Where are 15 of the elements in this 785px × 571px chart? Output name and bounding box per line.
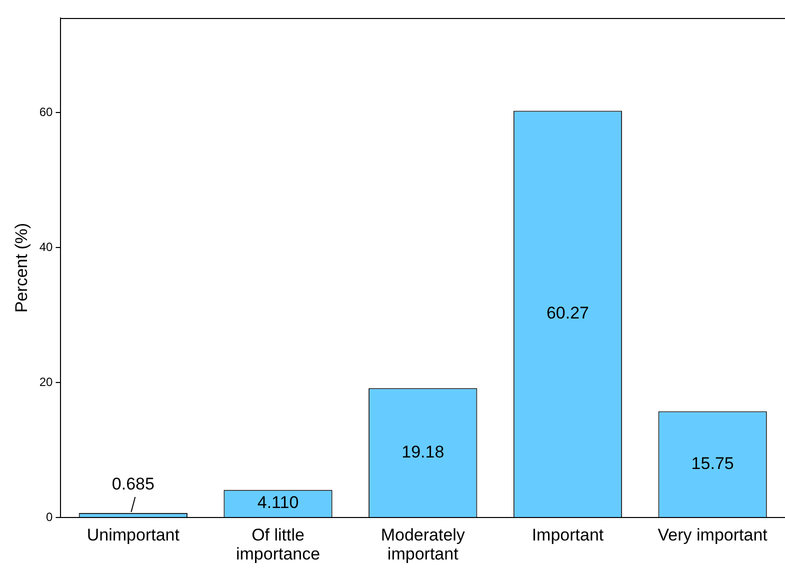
data-label: 15.75 <box>691 454 734 473</box>
y-axis-title: Percent (%) <box>12 222 31 313</box>
x-tick-label: Of little importance <box>236 526 320 564</box>
data-label: 0.685 <box>112 474 154 494</box>
x-tick-label: Moderately important <box>380 526 466 564</box>
x-tick-label: Unimportant <box>86 526 180 545</box>
data-label: 19.18 <box>402 442 444 462</box>
y-tick-label: 60 <box>39 104 54 119</box>
x-tick-label: Important <box>532 526 604 545</box>
y-tick-label: 40 <box>39 240 54 254</box>
x-tick-label: Very important <box>658 526 768 545</box>
y-tick-label: 20 <box>39 374 54 389</box>
y-tick-label: 0 <box>46 510 54 524</box>
data-label: 4.110 <box>257 493 299 512</box>
data-label: 60.27 <box>546 304 589 323</box>
